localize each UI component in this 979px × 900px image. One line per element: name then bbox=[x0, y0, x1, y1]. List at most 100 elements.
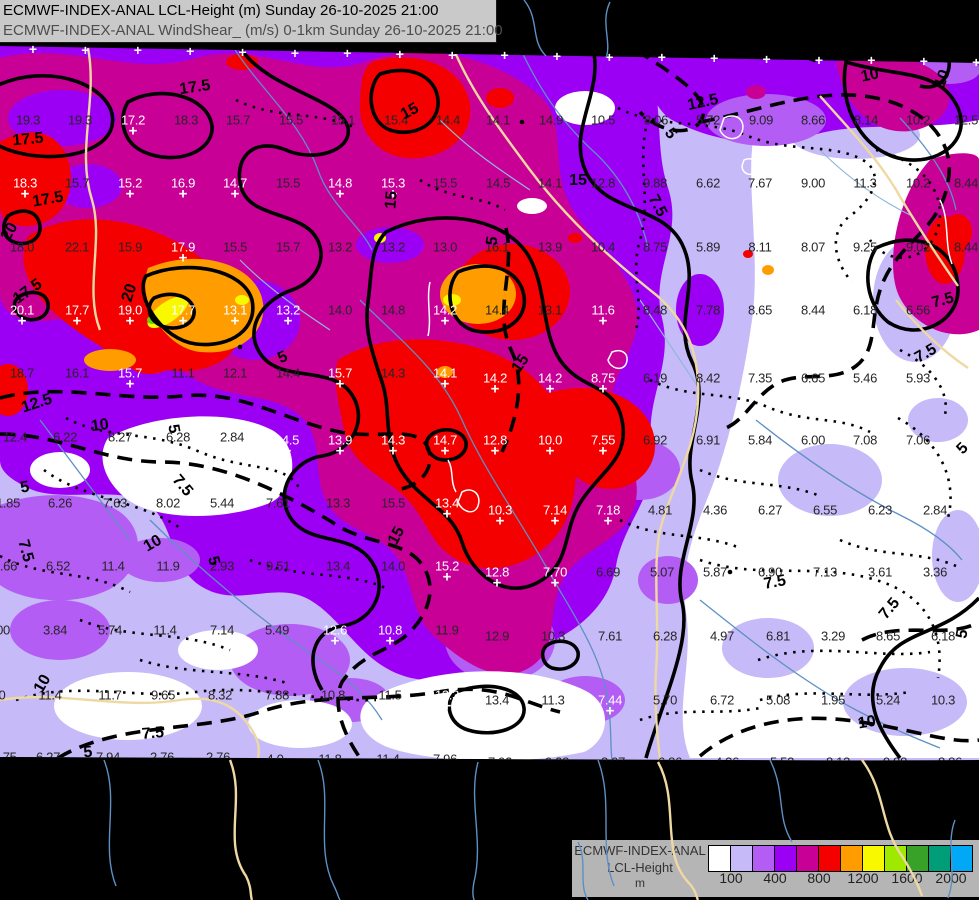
legend-swatch bbox=[906, 845, 929, 872]
graticule-cross: + bbox=[81, 41, 90, 58]
grid-point-cross: + bbox=[178, 185, 188, 203]
map-value: 6.86 bbox=[657, 754, 683, 770]
map-value: 14.3 bbox=[380, 365, 406, 381]
map-value: 13.2 bbox=[327, 239, 353, 255]
map-value: 5.46 bbox=[852, 370, 878, 386]
map-value: 1.85 bbox=[0, 495, 21, 511]
grid-point-cross: + bbox=[125, 312, 135, 330]
title-line-lcl: ECMWF-INDEX-ANAL LCL-Height (m) Sunday 2… bbox=[3, 2, 439, 19]
map-value: 9.88 bbox=[642, 175, 668, 191]
grid-point-cross: + bbox=[440, 312, 450, 330]
map-value: 14.3 bbox=[380, 432, 406, 448]
map-value: 7.14 bbox=[209, 622, 235, 638]
contour-label: 7.5 bbox=[168, 471, 197, 500]
graticule-cross: + bbox=[867, 52, 876, 69]
map-value: 6.90 bbox=[757, 564, 783, 580]
legend-swatch bbox=[818, 845, 841, 872]
map-value: 15.5 bbox=[275, 175, 301, 191]
map-value: 11.4 bbox=[153, 622, 177, 638]
map-value: 8.75 bbox=[642, 239, 668, 255]
map-value: 12.8 bbox=[482, 432, 508, 448]
map-value: 10.3 bbox=[540, 628, 566, 644]
grid-point-cross: + bbox=[125, 185, 135, 203]
map-value: 12.9 bbox=[484, 628, 510, 644]
map-value: 12.1 bbox=[222, 365, 248, 381]
map-value: 3.36 bbox=[922, 564, 948, 580]
map-value: 11.3 bbox=[853, 175, 877, 191]
map-value: 18.3 bbox=[173, 112, 199, 128]
map-value: 6.22 bbox=[52, 429, 78, 445]
map-value: 14.7 bbox=[222, 175, 248, 191]
map-value: 9.09 bbox=[748, 112, 774, 128]
map-value: 14.0 bbox=[327, 302, 353, 318]
map-value: 10.8 bbox=[377, 622, 403, 638]
grid-point-cross: + bbox=[603, 512, 613, 530]
map-value: 9.65 bbox=[150, 687, 176, 703]
map-value: 13.0 bbox=[432, 239, 458, 255]
map-value: 6.23 bbox=[867, 502, 893, 518]
grid-point-cross: + bbox=[442, 505, 452, 523]
map-value: 0 bbox=[0, 687, 6, 703]
map-value: 13.4 bbox=[325, 558, 351, 574]
grid-point-cross: + bbox=[125, 375, 135, 393]
map-value: 6.65 bbox=[800, 370, 826, 386]
map-value: 11.3 bbox=[541, 692, 565, 708]
graticule-cross: + bbox=[395, 45, 404, 62]
map-value: 11.9 bbox=[156, 558, 180, 574]
legend-swatch bbox=[796, 845, 819, 872]
graticule-cross: + bbox=[448, 46, 457, 63]
map-value: 11.6 bbox=[591, 302, 615, 318]
map-value: 11.1 bbox=[171, 365, 195, 381]
contour-label: 15 bbox=[384, 523, 409, 548]
grid-point-cross: + bbox=[495, 512, 505, 530]
contour-label: 7.5 bbox=[644, 191, 671, 220]
map-value: 15.1 bbox=[330, 112, 356, 128]
map-value: 5.89 bbox=[695, 239, 721, 255]
legend-swatch bbox=[950, 845, 973, 872]
map-value: 6.00 bbox=[800, 432, 826, 448]
map-value: 10.3 bbox=[930, 692, 956, 708]
grid-point-cross: + bbox=[490, 380, 500, 398]
map-value: 13.4 bbox=[484, 692, 510, 708]
grid-point-cross: + bbox=[545, 442, 555, 460]
legend-tick: 1600 bbox=[891, 870, 923, 886]
contour-label: 17.5 bbox=[31, 188, 65, 211]
map-value: 11.4 bbox=[376, 751, 400, 767]
contour-label: 17.5 bbox=[178, 76, 212, 99]
map-value: 9.98 bbox=[882, 754, 908, 770]
map-value: 15.7 bbox=[64, 175, 90, 191]
map-value: 7.06 bbox=[905, 432, 931, 448]
legend-swatch bbox=[752, 845, 775, 872]
map-value: 4.0 bbox=[266, 751, 284, 767]
contour-label: 10 bbox=[859, 65, 881, 86]
contour-label: 10 bbox=[856, 712, 878, 733]
map-value: 5.93 bbox=[905, 370, 931, 386]
grid-point-cross: + bbox=[442, 568, 452, 586]
map-value: 2.93 bbox=[209, 558, 235, 574]
map-value: 1.95 bbox=[820, 692, 846, 708]
contour-label: 10 bbox=[89, 415, 110, 436]
map-value: 6.91 bbox=[695, 432, 721, 448]
legend-tick: 1200 bbox=[847, 870, 879, 886]
map-value: 8.65 bbox=[875, 628, 901, 644]
map-value: 7.63 bbox=[102, 495, 128, 511]
map-value: 7.61 bbox=[265, 495, 291, 511]
legend-swatch bbox=[862, 845, 885, 872]
map-value: 14.2 bbox=[432, 302, 458, 318]
grid-point-cross: + bbox=[230, 312, 240, 330]
title-line-windshear: ECMWF-INDEX-ANAL WindShear_ (m/s) 0-1km … bbox=[3, 22, 503, 39]
grid-point-cross: + bbox=[388, 185, 398, 203]
map-value: 15.2 bbox=[117, 175, 143, 191]
map-value: 11.9 bbox=[435, 622, 459, 638]
contour-label: 7.5 bbox=[929, 289, 956, 312]
legend-swatches bbox=[708, 845, 973, 872]
graticule-cross: + bbox=[28, 41, 38, 57]
map-value: 8.32 bbox=[207, 687, 233, 703]
map-value: 12.5 bbox=[953, 112, 979, 128]
map-value: 7.18 bbox=[595, 502, 621, 518]
map-value: 7.14 bbox=[542, 502, 568, 518]
map-value: 9.28 bbox=[544, 754, 570, 770]
map-value: 8.75 bbox=[590, 370, 616, 386]
map-value: 14.1 bbox=[537, 175, 563, 191]
